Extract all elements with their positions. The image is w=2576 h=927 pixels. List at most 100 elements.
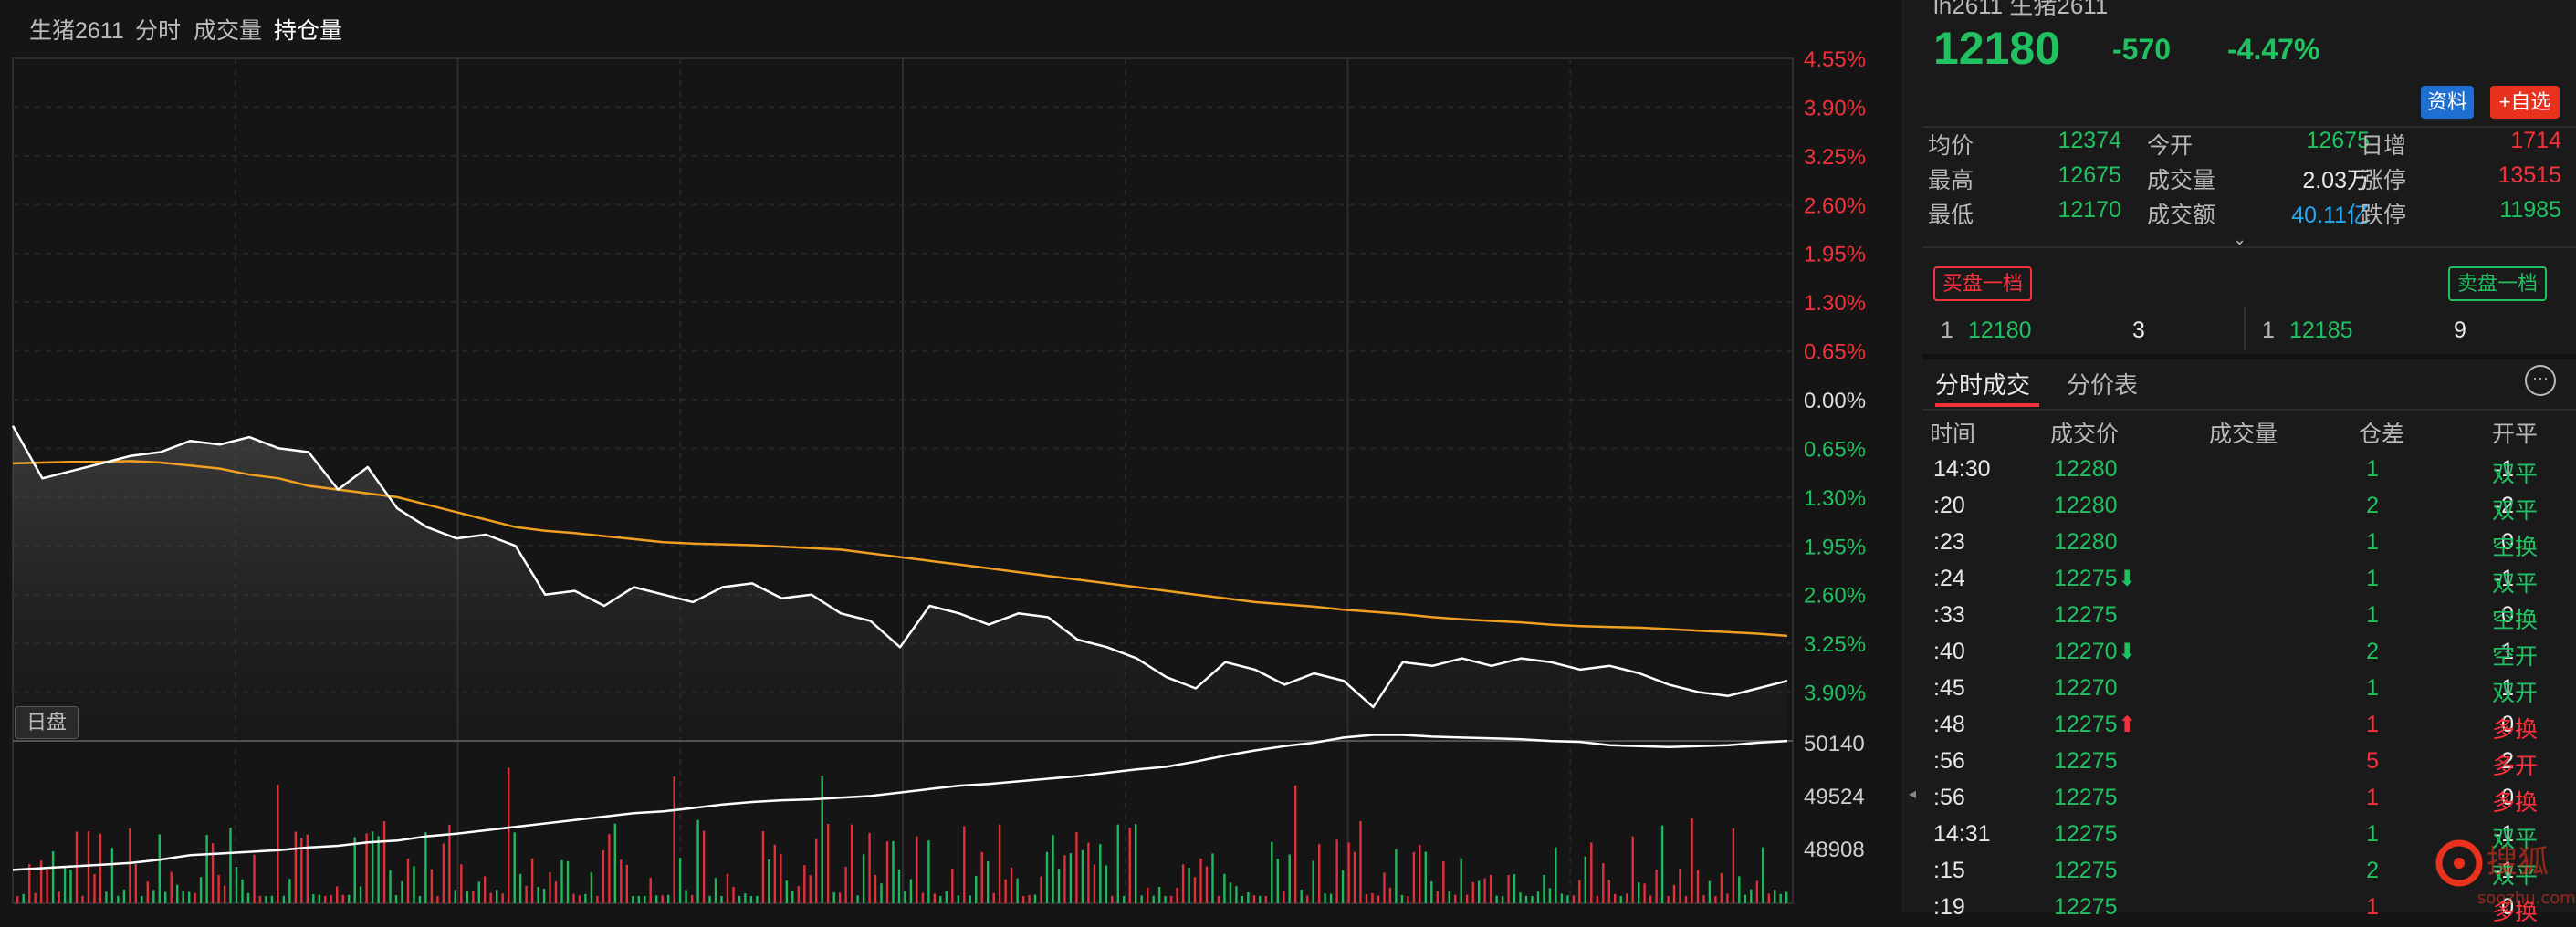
volume-bar [685,890,687,903]
price-axis-label: 0.00% [1804,389,1866,413]
volume-bar [1157,887,1161,903]
volume-bar [63,868,67,903]
trade-row[interactable]: :40 12270 2 1 空开 ⬇ [1922,633,2576,670]
volume-bar [176,884,179,903]
bid-qty: 3 [2132,318,2145,343]
volume-bar [1335,839,1338,903]
volume-bar [637,896,640,903]
volume-bar [1028,895,1031,903]
trade-row[interactable]: :23 12280 1 0 空换 [1922,524,2576,560]
divider [1922,409,2576,411]
volume-bar [975,875,978,903]
volume-bar [1691,818,1693,903]
trade-time: :33 [1933,602,1965,628]
trade-volume: 1 [2366,529,2379,555]
volume-bar [1720,873,1723,903]
volume-bar [951,869,954,903]
volume-bar [93,874,96,903]
volume-bar [1365,893,1368,903]
active-tab-underline [1935,403,2039,407]
volume-bar [1105,865,1107,903]
volume-bar [1063,855,1066,903]
volume-bar [300,838,303,903]
trade-type: 多换 [2492,790,2539,816]
tab-open-interest[interactable]: 持仓量 [274,18,343,44]
trade-row[interactable]: :56 12275 5 2 多开 [1922,743,2576,779]
volume-bar [134,864,137,903]
trade-row[interactable]: :33 12275 1 0 空换 [1922,597,2576,633]
volume-bar [1614,893,1617,903]
volume-bar [382,821,386,903]
trade-row[interactable]: :24 12275 1 -1 双平 ⬇ [1922,560,2576,597]
volume-bar [1524,895,1528,903]
tab-price-table[interactable]: 分价表 [2067,371,2139,399]
volume-bar [28,864,31,903]
volume-bar [81,895,84,903]
volume-bar [318,894,320,903]
trade-row[interactable]: :20 12280 2 -2 双平 [1922,487,2576,524]
trade-row[interactable]: 14:31 12275 1 -1 双平 [1922,816,2576,852]
col-header-time: 时间 [1930,422,1976,447]
collapse-arrow-icon[interactable]: ◂ [1908,786,1917,802]
intraday-chart[interactable]: 4.55% 3.90% 3.25% 2.60% 1.95% 1.30% 0.65% 0.00%… [0,0,1902,912]
volume-bar [353,837,356,903]
trade-row[interactable]: :15 12275 2 -1 双平 [1922,852,2576,889]
trade-volume: 1 [2366,456,2379,482]
volume-bar [1407,896,1409,903]
volume-bar [1081,849,1084,903]
volume-bar [525,885,528,903]
volume-bar [927,840,930,903]
volume-bar [518,873,522,903]
panel-splitter[interactable] [1902,0,1924,912]
volume-bar [1755,880,1758,903]
volume-bar [1188,868,1190,903]
volume-bar [554,881,558,903]
volume-bar [371,831,374,903]
volume-bar [632,896,634,903]
oi-axis-label: 48908 [1804,838,1865,862]
volume-bar [608,834,611,903]
more-options-icon[interactable]: ··· [2525,365,2556,396]
trade-row[interactable]: 14:30 12280 1 -1 双平 [1922,451,2576,487]
price-axis-label: 3.25% [1804,632,1866,657]
expand-chevron-icon[interactable]: ⌄ [2233,230,2247,248]
trade-row[interactable]: :48 12275 1 0 多换 ⬆ [1922,706,2576,743]
volume-bar [1383,872,1386,903]
trade-row[interactable]: :45 12270 1 1 双开 [1922,670,2576,706]
add-watchlist-button[interactable]: +自选 [2490,86,2560,119]
price-down-arrow-icon: ⬇ [2118,640,2137,664]
trade-time: 14:31 [1933,821,1991,847]
volume-bar [199,877,203,903]
trade-row[interactable]: :56 12275 1 0 多换 [1922,779,2576,816]
volume-bar [738,896,741,903]
volume-bar [1602,863,1605,903]
volume-bar [1359,820,1362,903]
volume-bar [992,892,995,903]
tab-contract[interactable]: 生猪2611 [29,18,124,44]
volume-bar [258,895,262,903]
volume-bar [980,851,983,903]
trade-price: 12275 [2054,566,2118,591]
volume-bar [1099,844,1102,903]
watermark-url: soozhu.com [2477,889,2576,908]
col-header-price: 成交价 [2050,422,2120,447]
intraday-chart-panel[interactable]: 4.55% 3.90% 3.25% 2.60% 1.95% 1.30% 0.65% 0.00%… [0,0,1902,912]
volume-bar [1176,887,1178,903]
trade-time: :19 [1933,894,1965,920]
info-button[interactable]: 资料 [2421,86,2474,119]
tab-intraday[interactable]: 分时 [135,18,182,44]
session-badge[interactable]: 日盘 [15,706,79,739]
volume-bar [1021,896,1025,903]
stat-value: 12374 [2058,128,2121,153]
tab-volume[interactable]: 成交量 [194,18,263,44]
bid-level: 1 [1941,318,1953,343]
trade-type: 空换 [2492,535,2539,560]
volume-bar [105,891,108,903]
volume-bar [282,895,286,903]
volume-bar [1152,895,1155,903]
tab-time-sales[interactable]: 分时成交 [1935,371,2031,399]
price-axis-label: 1.30% [1804,486,1866,511]
volume-bar [537,886,539,903]
volume-bar [377,836,380,903]
volume-bar [51,851,55,903]
